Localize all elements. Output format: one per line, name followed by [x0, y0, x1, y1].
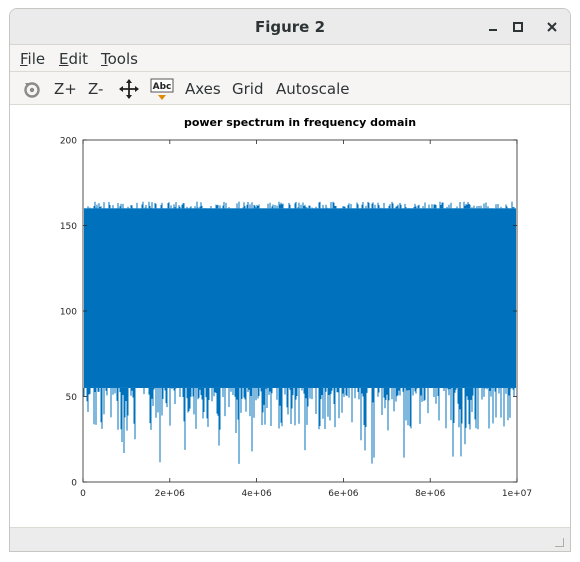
chart-title: power spectrum in frequency domain [184, 116, 416, 129]
close-button[interactable] [542, 17, 562, 37]
menu-tools-mnemonic: T [101, 50, 108, 68]
y-tick-label: 0 [71, 479, 77, 489]
x-tick-label: 0 [80, 489, 86, 499]
spectrum-band [84, 208, 516, 388]
status-bar [10, 527, 570, 551]
menu-bar: File Edit Tools [10, 45, 570, 71]
x-tick-label: 1e+07 [502, 489, 532, 499]
window-title: Figure 2 [254, 18, 326, 36]
minimize-button[interactable] [483, 17, 503, 37]
menu-file[interactable]: File [20, 49, 45, 69]
rotate-button[interactable] [21, 78, 43, 100]
pan-button[interactable] [118, 78, 140, 100]
menu-file-mnemonic: F [20, 50, 28, 68]
title-bar[interactable]: Figure 2 [10, 9, 570, 45]
close-icon [547, 22, 557, 32]
spectrum-lower-edge [83, 366, 516, 464]
menu-edit-mnemonic: E [59, 50, 69, 68]
menu-file-label: ile [27, 50, 46, 68]
y-tick-label: 100 [60, 308, 77, 318]
menu-tools[interactable]: Tools [101, 49, 138, 69]
maximize-button[interactable] [508, 17, 528, 37]
x-tick-label: 8e+06 [415, 489, 446, 499]
x-tick-label: 2e+06 [155, 489, 186, 499]
minimize-icon [489, 29, 497, 31]
y-tick-label: 200 [60, 137, 77, 147]
data-series [83, 201, 516, 464]
zoom-in-button[interactable]: Z+ [54, 80, 77, 98]
text-tool-glyph: Abc [153, 82, 172, 92]
menu-tools-label: ools [107, 50, 138, 68]
maximize-icon [513, 22, 523, 32]
power-spectrum-chart[interactable]: power spectrum in frequency domain 0 50 10… [10, 105, 570, 527]
x-tick-label: 4e+06 [241, 489, 272, 499]
x-tick-label: 6e+06 [328, 489, 359, 499]
figure-window: Figure 2 File Edit Tools Z+ Z- [9, 8, 571, 552]
figure-toolbar: Z+ Z- Abc Axes Grid Autoscale [10, 71, 570, 105]
y-tick-label: 50 [66, 393, 78, 403]
pan-arrows-icon [119, 79, 139, 99]
plot-area[interactable]: power spectrum in frequency domain 0 50 10… [10, 105, 570, 527]
text-tool-icon: Abc [150, 78, 174, 100]
zoom-out-button[interactable]: Z- [88, 80, 104, 98]
rotate-icon [24, 82, 40, 98]
menu-edit-label: dit [68, 50, 89, 68]
insert-text-button[interactable]: Abc [150, 78, 174, 100]
menu-edit[interactable]: Edit [59, 49, 88, 69]
autoscale-button[interactable]: Autoscale [276, 80, 350, 98]
grid-button[interactable]: Grid [232, 80, 264, 98]
axes-button[interactable]: Axes [185, 80, 221, 98]
spectrum-upper-edge [83, 201, 516, 216]
y-tick-label: 150 [60, 222, 77, 232]
resize-grip[interactable] [555, 538, 564, 547]
axis-ticks: 0 50 100 150 200 0 2e+06 4e+06 6e+06 8e+06 1e+07 [60, 137, 532, 500]
